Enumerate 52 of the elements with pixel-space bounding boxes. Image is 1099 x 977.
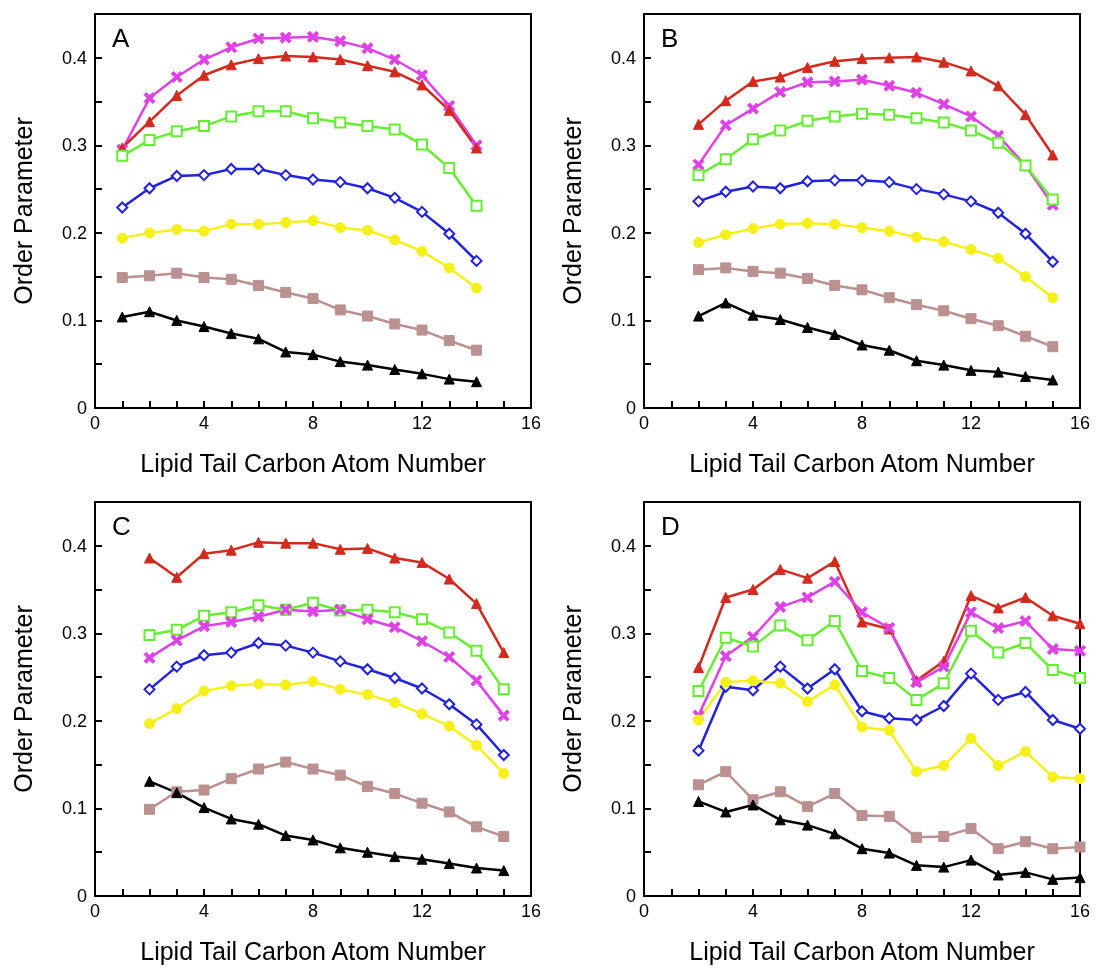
y-tick-label: 0.3 [610, 623, 636, 644]
y-tick-label: 0.1 [61, 798, 87, 819]
y-tick-label: 0.2 [61, 710, 87, 731]
y-tick-label: 0.2 [610, 222, 636, 243]
chart-title: C [112, 511, 131, 541]
x-axis-title: Lipid Tail Carbon Atom Number [689, 936, 1035, 965]
x-tick-label: 0 [89, 901, 101, 921]
x-tick-label: 12 [411, 901, 433, 921]
x-tick-label: 8 [307, 413, 319, 433]
x-tick-label: 0 [638, 901, 650, 921]
y-tick-label: 0.3 [61, 623, 87, 644]
y-tick-label: 0.3 [610, 135, 636, 156]
x-tick-label: 12 [960, 901, 982, 921]
chart-title: A [112, 23, 130, 53]
y-tick-label: 0.2 [61, 222, 87, 243]
y-tick-label: 0.4 [61, 47, 87, 68]
x-tick-label: 8 [307, 901, 319, 921]
y-axis-title: Order Parameter [557, 117, 586, 305]
y-tick-label: 0.4 [610, 47, 636, 68]
y-tick-label: 0 [76, 886, 87, 906]
x-axis-title: Lipid Tail Carbon Atom Number [140, 448, 486, 477]
y-tick-label: 0 [76, 398, 87, 418]
y-axis-title: Order Parameter [8, 117, 37, 305]
x-axis-title: Lipid Tail Carbon Atom Number [689, 448, 1035, 477]
y-tick-label: 0.1 [610, 310, 636, 331]
x-tick-label: 4 [747, 901, 759, 921]
x-tick-label: 16 [1069, 901, 1091, 921]
y-tick-label: 0.1 [61, 310, 87, 331]
x-tick-label: 4 [747, 413, 759, 433]
y-tick-label: 0 [625, 886, 636, 906]
x-tick-label: 16 [520, 413, 542, 433]
y-tick-label: 0 [625, 398, 636, 418]
x-tick-label: 16 [520, 901, 542, 921]
x-tick-label: 0 [89, 413, 101, 433]
x-axis-title: Lipid Tail Carbon Atom Number [140, 936, 486, 965]
y-tick-label: 0.1 [610, 798, 636, 819]
x-tick-label: 4 [198, 901, 210, 921]
x-tick-label: 12 [411, 413, 433, 433]
y-axis-title: Order Parameter [557, 605, 586, 793]
y-tick-label: 0.2 [610, 710, 636, 731]
y-tick-label: 0.3 [61, 135, 87, 156]
x-tick-label: 0 [638, 413, 650, 433]
chart-title: D [661, 511, 680, 541]
y-tick-label: 0.4 [61, 535, 87, 556]
x-tick-label: 8 [856, 901, 868, 921]
x-tick-label: 8 [856, 413, 868, 433]
chart-title: B [661, 23, 679, 53]
x-tick-label: 16 [1069, 413, 1091, 433]
x-tick-label: 12 [960, 413, 982, 433]
x-tick-label: 4 [198, 413, 210, 433]
y-axis-title: Order Parameter [8, 605, 37, 793]
y-tick-label: 0.4 [610, 535, 636, 556]
